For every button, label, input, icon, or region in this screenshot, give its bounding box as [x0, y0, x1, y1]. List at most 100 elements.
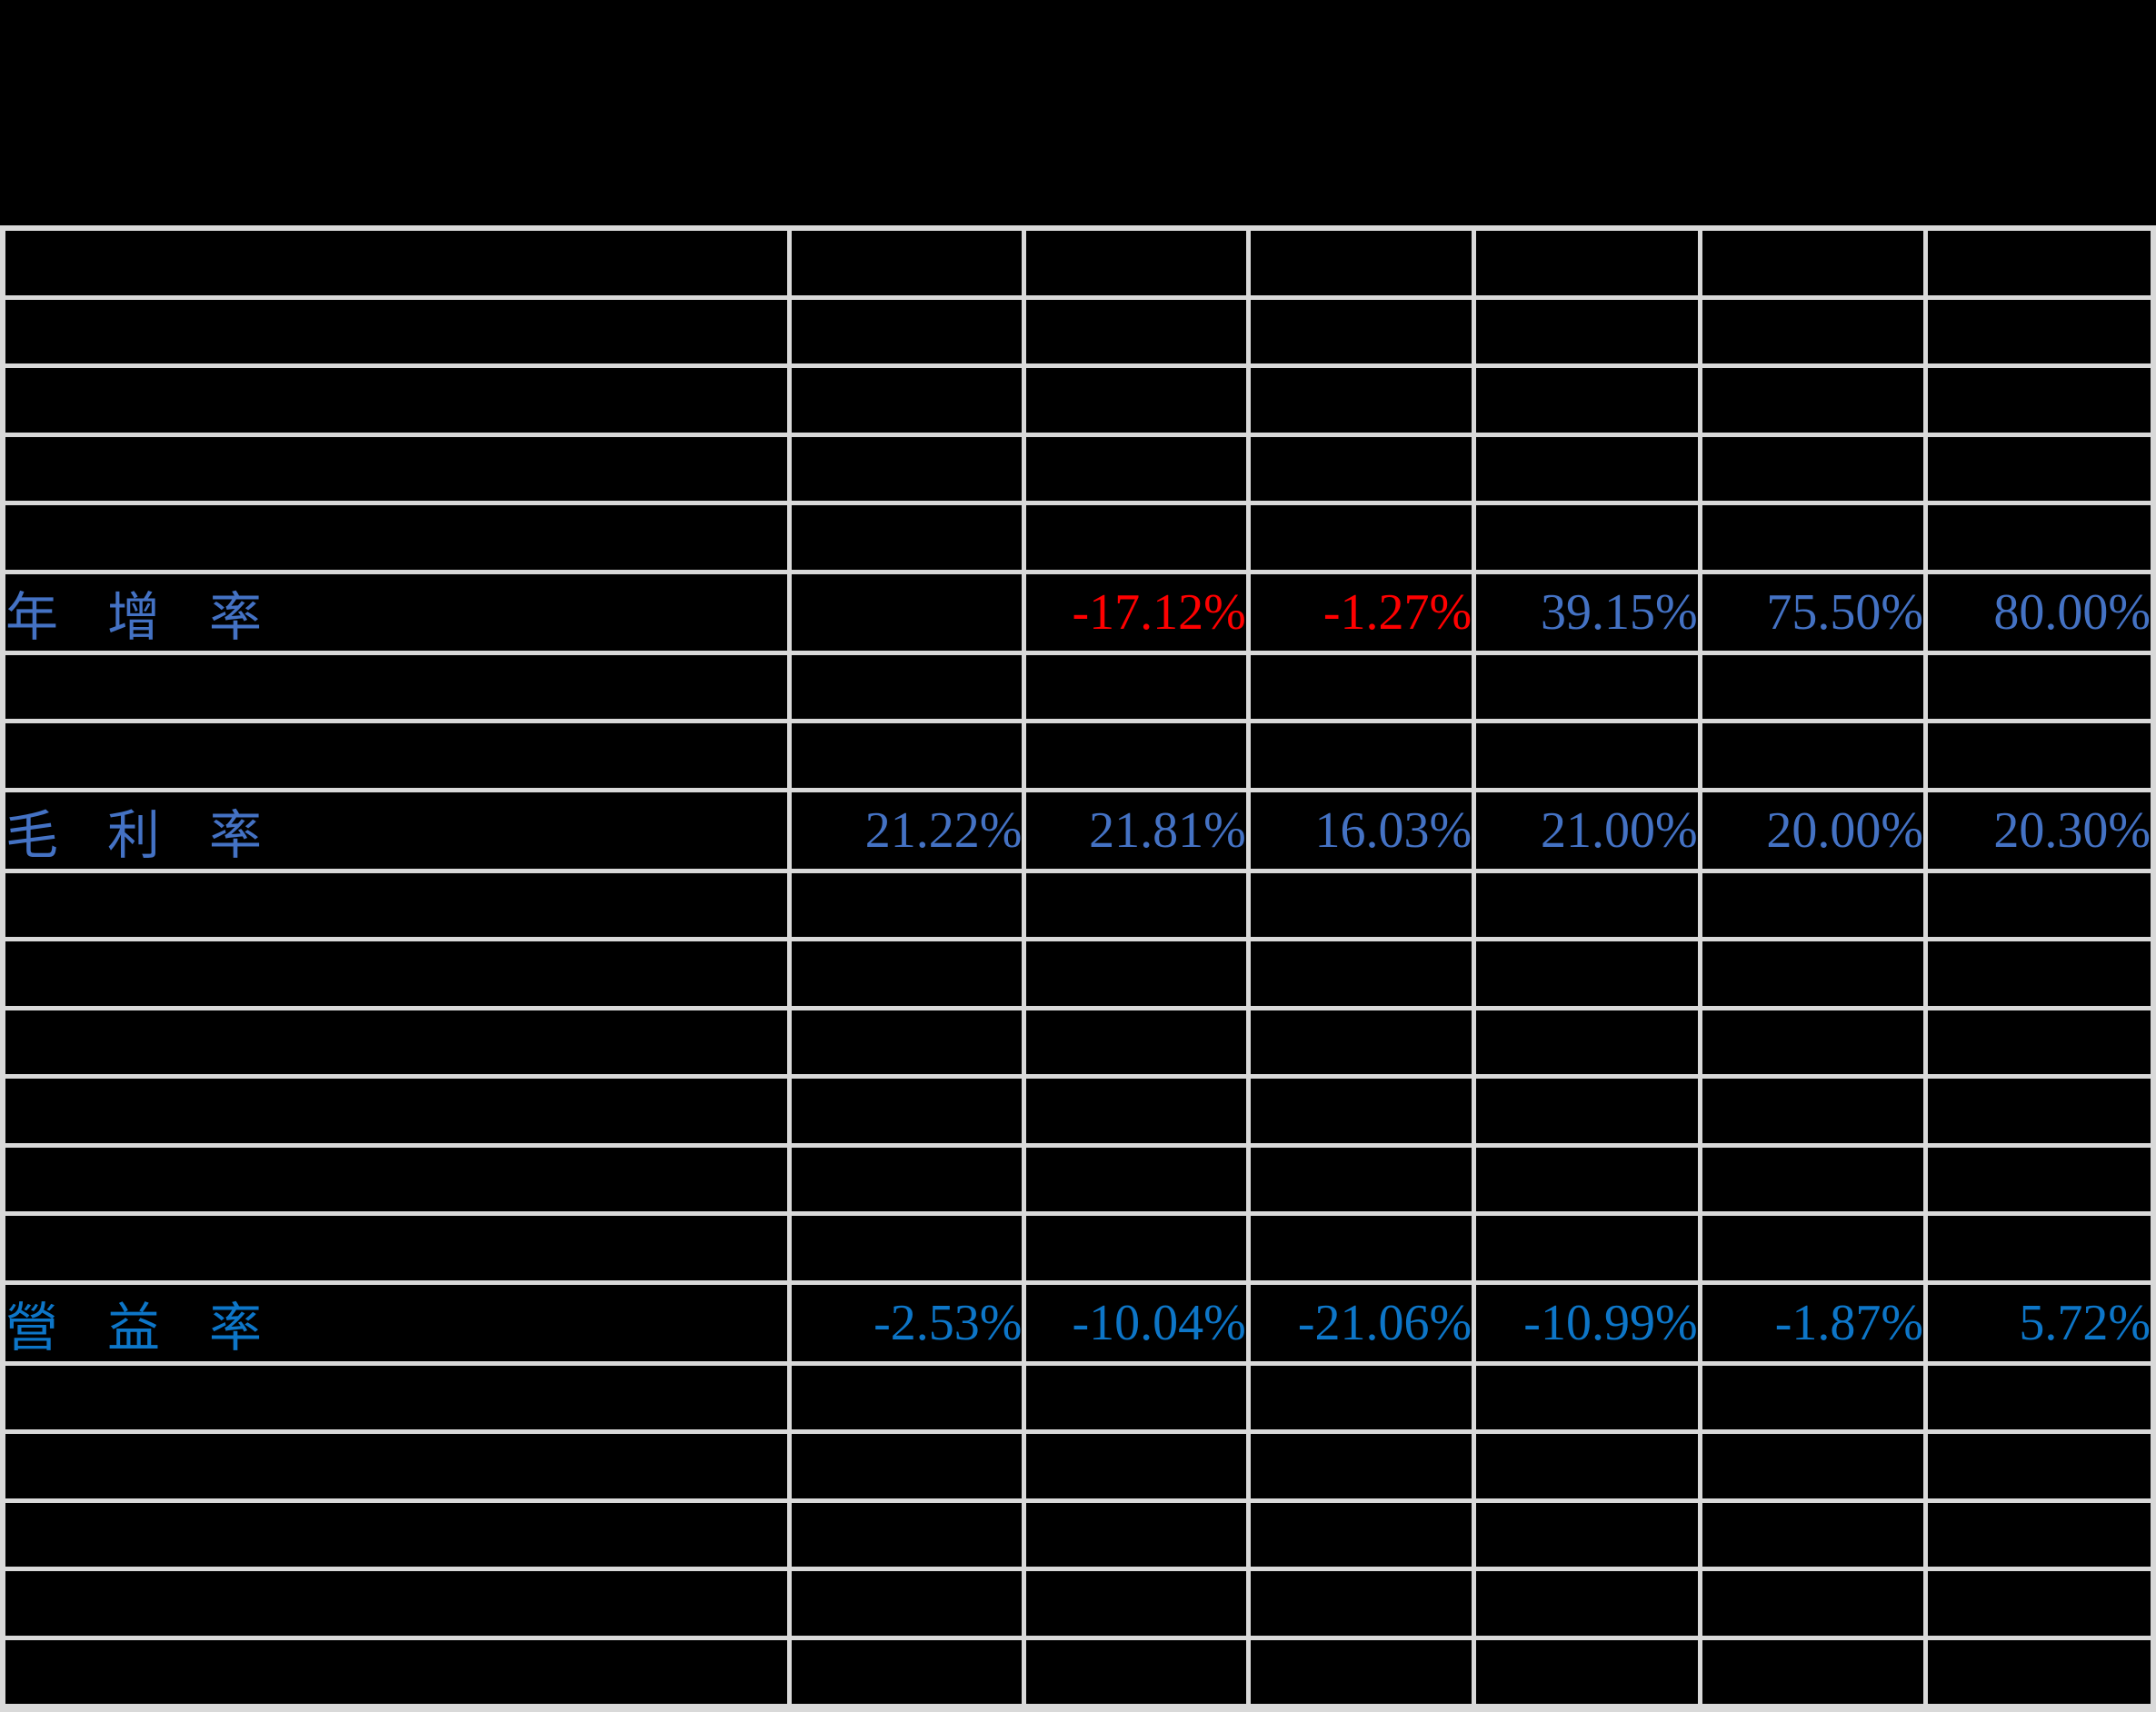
value-cell [1923, 1142, 2156, 1216]
value-cell [1472, 1142, 1702, 1216]
value-cell: -17.12% [1022, 569, 1251, 655]
label-yoy-growth-rate: 年增率 [0, 569, 792, 655]
value-cell [1923, 1005, 2156, 1079]
empty-row-10 [0, 868, 2156, 941]
value-cell [1022, 225, 1251, 300]
value-cell [786, 1635, 1027, 1710]
value-cell [1472, 1074, 1702, 1148]
value-cell [1472, 1567, 1702, 1640]
value-cell: -1.27% [1245, 569, 1477, 655]
row-label-cell [0, 1635, 792, 1710]
value-cell [1472, 1005, 1702, 1079]
value-cell: 21.81% [1022, 787, 1251, 873]
value-cell [1923, 937, 2156, 1010]
empty-row-13 [0, 1074, 2156, 1148]
empty-row-14 [0, 1142, 2156, 1216]
value-cell [1245, 363, 1477, 437]
value-cell [1022, 1005, 1251, 1079]
value-cell [1022, 432, 1251, 505]
value-cell [1923, 719, 2156, 792]
row-label-cell [0, 1498, 792, 1571]
value-cell [1245, 501, 1477, 574]
value-cell [1697, 937, 1929, 1010]
value-cell [1245, 1360, 1477, 1434]
value-cell [1022, 501, 1251, 574]
value-cell [1923, 501, 2156, 574]
value-cell [1923, 868, 2156, 941]
value-cell [786, 1074, 1027, 1148]
empty-row-12 [0, 1005, 2156, 1079]
value-cell: 20.30% [1923, 787, 2156, 873]
value-cell [1245, 1005, 1477, 1079]
value-cell [1923, 225, 2156, 300]
value-cell [786, 1429, 1027, 1503]
value-cell [786, 650, 1027, 723]
financial-table-wrap: 年增率 -17.12% -1.27% 39.15% 75.50% 80.00% 毛利率 21.… [0, 225, 2156, 1712]
empty-row-1 [0, 225, 2156, 300]
value-cell [1472, 1429, 1702, 1503]
value-cell [1022, 1142, 1251, 1216]
value-cell [786, 1142, 1027, 1216]
value-cell [1697, 1142, 1929, 1216]
value-cell: 21.00% [1472, 787, 1702, 873]
value-cell [1472, 1498, 1702, 1571]
value-cell: -1.87% [1697, 1279, 1929, 1366]
financial-table: 年增率 -17.12% -1.27% 39.15% 75.50% 80.00% 毛利率 21.… [0, 225, 2156, 1712]
value-cell [1472, 868, 1702, 941]
row-yoy-growth-rate: 年增率 -17.12% -1.27% 39.15% 75.50% 80.00% [0, 569, 2156, 655]
row-label-cell [0, 868, 792, 941]
value-cell [1923, 294, 2156, 368]
row-label-cell [0, 1005, 792, 1079]
label-operating-margin: 營益率 [0, 1279, 792, 1366]
value-cell [1697, 432, 1929, 505]
row-gross-margin: 毛利率 21.22% 21.81% 16.03% 21.00% 20.00% 20.30% [0, 787, 2156, 873]
value-cell [1923, 650, 2156, 723]
value-cell [1022, 1360, 1251, 1434]
empty-row-4 [0, 432, 2156, 505]
value-cell [1245, 650, 1477, 723]
value-cell [1697, 294, 1929, 368]
row-label-cell [0, 1567, 792, 1640]
value-cell [1697, 650, 1929, 723]
value-cell [1022, 363, 1251, 437]
value-cell [786, 294, 1027, 368]
label-gross-margin: 毛利率 [0, 787, 792, 873]
value-cell [1697, 1005, 1929, 1079]
row-label-cell [0, 501, 792, 574]
value-cell [1472, 225, 1702, 300]
empty-row-7 [0, 650, 2156, 723]
value-cell [1022, 650, 1251, 723]
value-cell [1697, 1074, 1929, 1148]
row-label-cell [0, 363, 792, 437]
value-cell: 20.00% [1697, 787, 1929, 873]
value-cell [1697, 1211, 1929, 1285]
value-cell: 75.50% [1697, 569, 1929, 655]
value-cell: -2.53% [786, 1279, 1027, 1366]
value-cell [1245, 1498, 1477, 1571]
value-cell [1245, 1567, 1477, 1640]
value-cell [1472, 650, 1702, 723]
value-cell [1697, 719, 1929, 792]
value-cell [1245, 1211, 1477, 1285]
row-label-cell [0, 225, 792, 300]
empty-row-21 [0, 1635, 2156, 1710]
value-cell [1472, 937, 1702, 1010]
empty-row-15 [0, 1211, 2156, 1285]
value-cell [786, 1498, 1027, 1571]
value-cell [1022, 1635, 1251, 1710]
value-cell [1022, 1498, 1251, 1571]
value-cell [1022, 868, 1251, 941]
empty-row-8 [0, 719, 2156, 792]
value-cell [1697, 1360, 1929, 1434]
value-cell [1245, 225, 1477, 300]
value-cell [1022, 1429, 1251, 1503]
row-label-cell [0, 1142, 792, 1216]
table-body: 年增率 -17.12% -1.27% 39.15% 75.50% 80.00% 毛利率 21.… [0, 225, 2156, 1710]
empty-row-17 [0, 1360, 2156, 1434]
empty-row-5 [0, 501, 2156, 574]
value-cell: 16.03% [1245, 787, 1477, 873]
value-cell [786, 1005, 1027, 1079]
value-cell [1022, 719, 1251, 792]
empty-row-20 [0, 1567, 2156, 1640]
value-cell [786, 225, 1027, 300]
